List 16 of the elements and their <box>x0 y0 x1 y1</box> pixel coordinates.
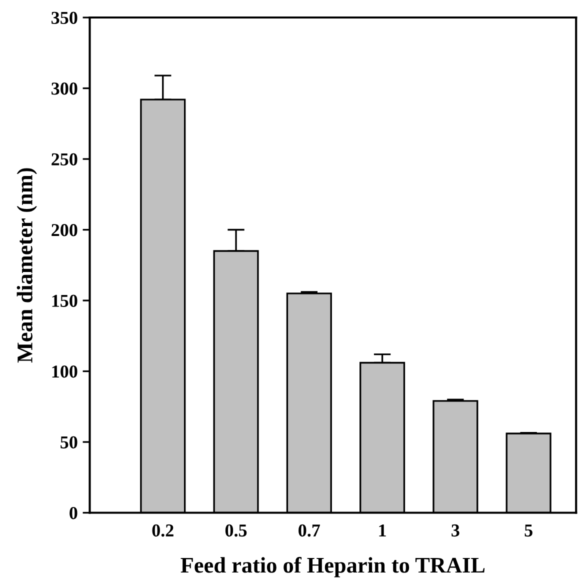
y-tick-label: 350 <box>52 12 78 24</box>
x-axis-title: Feed ratio of Heparin to TRAIL <box>180 556 485 578</box>
x-tick-label: 3 <box>452 524 460 537</box>
y-tick-label: 200 <box>52 224 78 236</box>
y-tick-label: 50 <box>60 436 78 448</box>
y-tick-label: 300 <box>52 82 78 95</box>
y-tick-label: 100 <box>52 366 78 378</box>
x-tick-label: 0.7 <box>298 524 320 537</box>
x-tick-label: 0.5 <box>225 524 247 537</box>
y-tick-label: 0 <box>70 507 78 520</box>
x-tick-label: 0.2 <box>152 524 174 537</box>
y-axis-title: Mean diameter (nm) <box>16 168 37 363</box>
x-tick-label: 5 <box>524 524 532 537</box>
y-tick-label: 150 <box>52 294 78 307</box>
y-tick-label: 250 <box>52 153 78 166</box>
x-tick-label: 1 <box>379 524 386 536</box>
